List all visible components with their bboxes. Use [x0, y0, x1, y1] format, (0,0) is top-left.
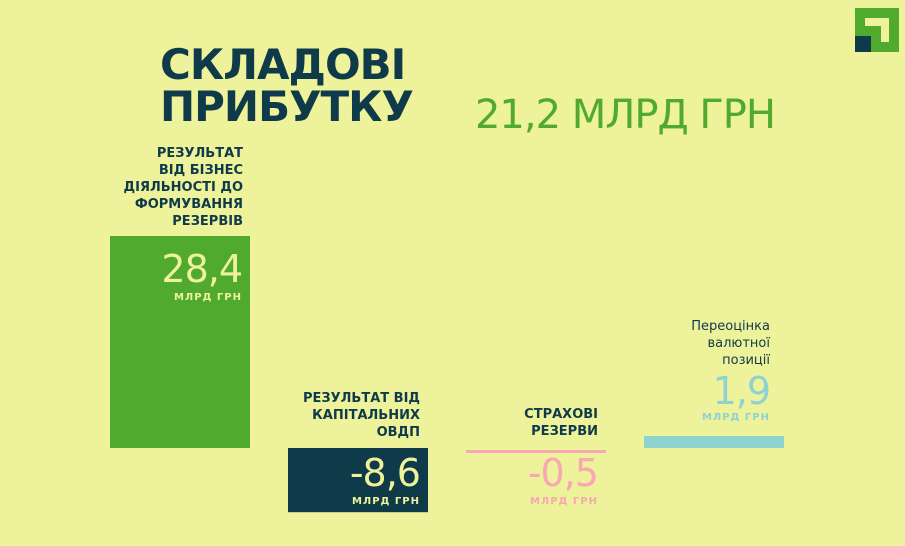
category-label-ovdp: РЕЗУЛЬТАТ ВІД КАПІТАЛЬНИХ ОВДП	[302, 391, 420, 440]
category-label-business: РЕЗУЛЬТАТ ВІД БІЗНЕС ДІЯЛЬНОСТІ ДО ФОРМУ…	[123, 146, 243, 229]
bar-fx	[644, 436, 784, 448]
value-label-fx: 1,9	[712, 369, 771, 413]
privatbank-logo-icon	[855, 8, 899, 52]
category-label-reserves: СТРАХОВІ РЕЗЕРВИ	[524, 407, 598, 439]
value-label-reserves: -0,5	[527, 451, 599, 495]
value-label-ovdp: -8,6	[349, 451, 421, 495]
bar-ovdp	[288, 448, 428, 513]
unit-label-ovdp: МЛРД ГРН	[351, 496, 420, 507]
category-label-fx: Переоцінка валютної позиції	[691, 319, 770, 368]
page-subtitle: 21,2 МЛРД ГРН	[474, 92, 776, 138]
page-title: СКЛАДОВІ ПРИБУТКУ	[160, 40, 414, 131]
unit-label-business: МЛРД ГРН	[173, 292, 242, 303]
unit-label-fx: МЛРД ГРН	[701, 412, 770, 423]
bar-reserves	[466, 450, 606, 453]
bar-business	[110, 236, 250, 448]
value-label-business: 28,4	[161, 247, 243, 291]
unit-label-reserves: МЛРД ГРН	[529, 496, 598, 507]
